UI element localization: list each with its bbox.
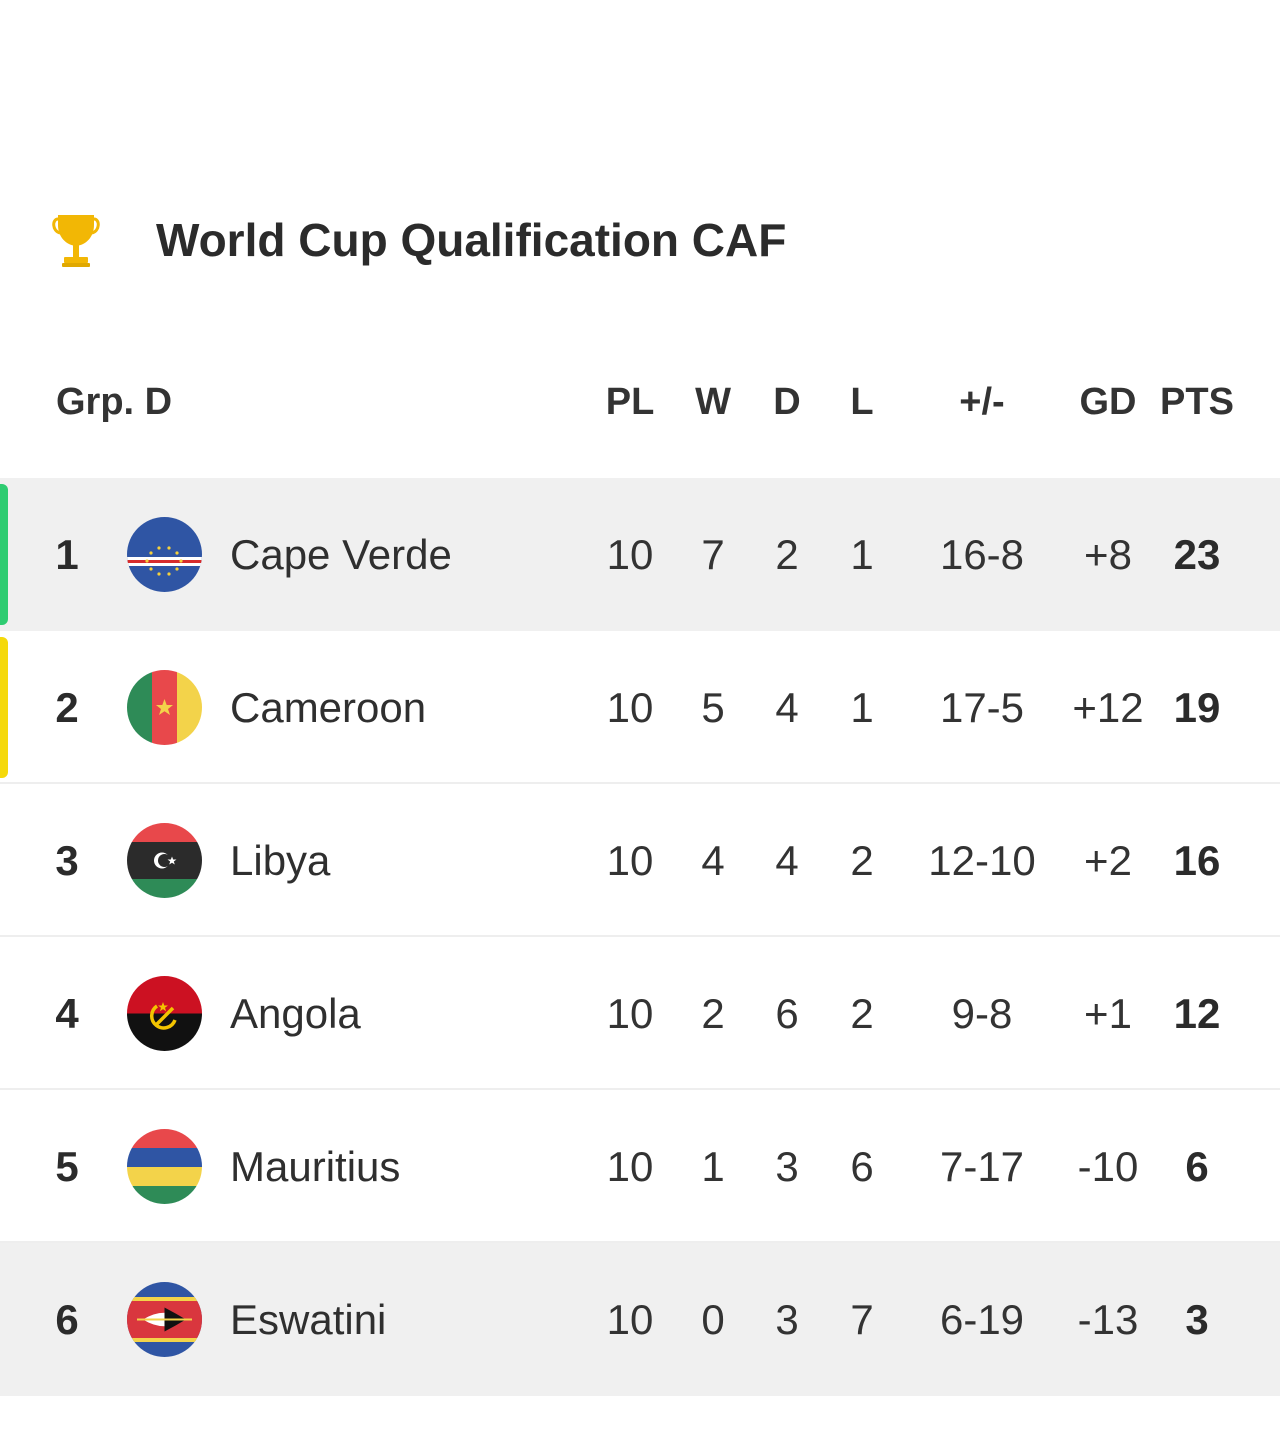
qualification-zone-indicator (0, 484, 8, 625)
goal-difference: +1 (1084, 990, 1132, 1037)
points: 6 (1185, 1143, 1209, 1190)
drawn: 2 (775, 531, 799, 578)
group-label: Grp. D (56, 381, 173, 423)
rank: 6 (55, 1296, 79, 1343)
points: 3 (1185, 1296, 1209, 1343)
rank: 4 (55, 990, 79, 1037)
won: 5 (701, 684, 725, 731)
mauritius-flag-icon (127, 1129, 202, 1204)
cameroon-flag-icon (127, 670, 202, 745)
points: 12 (1173, 990, 1221, 1037)
libya-flag-icon (127, 823, 202, 898)
played: 10 (606, 837, 654, 884)
points: 19 (1173, 684, 1221, 731)
played: 10 (606, 531, 654, 578)
goals: 7-17 (939, 1143, 1025, 1190)
col-header-drawn: D (773, 381, 801, 423)
goals: 9-8 (951, 990, 1013, 1037)
team-name: Mauritius (230, 1143, 401, 1190)
rank: 2 (55, 684, 79, 731)
goals: 17-5 (939, 684, 1025, 731)
standings-table: 1 Cape Verde 10 7 2 (0, 478, 1280, 1396)
lost: 2 (850, 837, 874, 884)
lost: 1 (850, 684, 874, 731)
goal-difference: +12 (1072, 684, 1144, 731)
lost: 6 (850, 1143, 874, 1190)
table-row[interactable]: 6 Eswatini 10 0 3 7 6-19 -13 3 (0, 1243, 1280, 1396)
team-name: Angola (230, 990, 361, 1037)
col-header-lost: L (850, 381, 874, 423)
lost: 2 (850, 990, 874, 1037)
goal-difference: +8 (1084, 531, 1132, 578)
goals: 6-19 (939, 1296, 1025, 1343)
played: 10 (606, 1143, 654, 1190)
goal-difference: -13 (1077, 1296, 1139, 1343)
eswatini-flag-icon (127, 1282, 202, 1357)
playoff-zone-indicator (0, 637, 8, 778)
col-header-goal-difference: GD (1079, 381, 1137, 423)
won: 2 (701, 990, 725, 1037)
won: 4 (701, 837, 725, 884)
played: 10 (606, 684, 654, 731)
cape-verde-flag-icon (127, 517, 202, 592)
lost: 7 (850, 1296, 874, 1343)
rank: 5 (55, 1143, 79, 1190)
competition-header[interactable]: World Cup Qualification CAF (0, 205, 1280, 275)
trophy-icon (52, 211, 100, 271)
team-name: Cape Verde (230, 531, 452, 578)
table-row[interactable]: 3 Libya 10 4 4 2 12-10 +2 16 (0, 784, 1280, 937)
won: 1 (701, 1143, 725, 1190)
goals: 12-10 (928, 837, 1036, 884)
col-header-points: PTS (1160, 381, 1234, 423)
col-header-won: W (695, 381, 731, 423)
played: 10 (606, 1296, 654, 1343)
drawn: 4 (775, 684, 799, 731)
goal-difference: -10 (1077, 1143, 1139, 1190)
played: 10 (606, 990, 654, 1037)
rank: 3 (55, 837, 79, 884)
team-name: Cameroon (230, 684, 427, 731)
team-name: Libya (230, 837, 331, 884)
points: 23 (1173, 531, 1221, 578)
lost: 1 (850, 531, 874, 578)
angola-flag-icon (127, 976, 202, 1051)
table-row[interactable]: 4 Angola 10 2 6 2 9-8 +1 12 (0, 937, 1280, 1090)
goals: 16-8 (939, 531, 1025, 578)
drawn: 6 (775, 990, 799, 1037)
table-row[interactable]: 1 Cape Verde 10 7 2 (0, 478, 1280, 631)
table-row[interactable]: 5 Mauritius 10 1 3 6 7-17 -10 6 (0, 1090, 1280, 1243)
col-header-played: PL (605, 381, 655, 423)
table-row[interactable]: 2 Cameroon 10 5 4 1 17-5 +12 19 (0, 631, 1280, 784)
rank: 1 (55, 531, 79, 578)
col-header-goals: +/- (959, 381, 1005, 423)
team-name: Eswatini (230, 1296, 387, 1343)
drawn: 3 (775, 1143, 799, 1190)
drawn: 4 (775, 837, 799, 884)
points: 16 (1173, 837, 1221, 884)
drawn: 3 (775, 1296, 799, 1343)
competition-title: World Cup Qualification CAF (156, 214, 787, 266)
won: 0 (701, 1296, 725, 1343)
won: 7 (701, 531, 725, 578)
goal-difference: +2 (1084, 837, 1132, 884)
